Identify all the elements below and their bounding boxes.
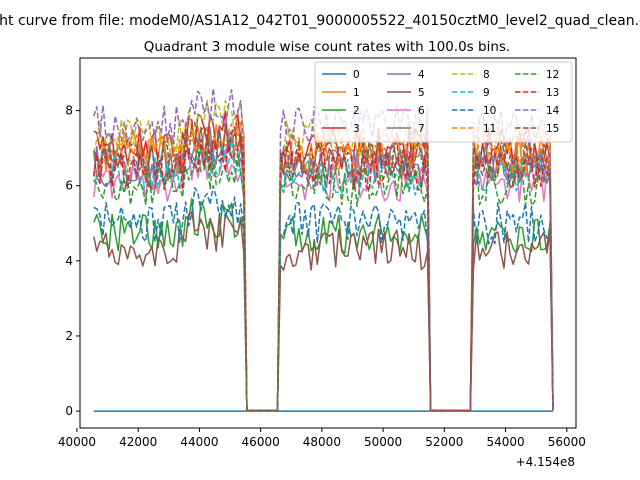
x-tick-label: 48000 [303, 435, 341, 449]
series-line-2 [93, 197, 554, 412]
legend-label-8: 8 [483, 69, 490, 81]
x-tick-label: 42000 [119, 435, 157, 449]
legend-label-6: 6 [418, 105, 425, 117]
y-tick-label: 2 [65, 329, 73, 343]
y-tick-label: 8 [65, 104, 73, 118]
x-tick-label: 40000 [58, 435, 96, 449]
series-line-15 [93, 121, 554, 412]
figure-suptitle: Light curve from file: modeM0/AS1A12_042… [0, 13, 640, 29]
y-tick-label: 6 [65, 179, 73, 193]
x-tick-label: 54000 [486, 435, 524, 449]
legend-label-4: 4 [418, 69, 425, 81]
legend-label-3: 3 [353, 123, 360, 135]
x-tick-label: 46000 [242, 435, 280, 449]
x-tick-label: 50000 [364, 435, 402, 449]
y-tick-label: 4 [65, 254, 73, 268]
y-tick-label: 0 [65, 404, 73, 418]
legend-label-2: 2 [353, 105, 360, 117]
x-offset-label: +4.154e8 [516, 455, 575, 469]
plot-frame [79, 57, 577, 429]
legend-label-9: 9 [483, 87, 490, 99]
x-tick-label: 44000 [180, 435, 218, 449]
series-line-8 [93, 99, 554, 412]
legend-label-7: 7 [418, 123, 425, 135]
series-line-5 [93, 211, 554, 412]
x-tick-label: 56000 [548, 435, 586, 449]
legend-label-5: 5 [418, 87, 425, 99]
chart-title: Quadrant 3 module wise count rates with … [144, 39, 510, 55]
legend-label-1: 1 [353, 87, 360, 99]
series-line-10 [93, 185, 554, 412]
legend-label-13: 13 [546, 87, 559, 99]
legend-label-11: 11 [483, 123, 496, 135]
legend-label-12: 12 [546, 69, 559, 81]
legend-label-10: 10 [483, 105, 496, 117]
legend-label-14: 14 [546, 105, 560, 117]
legend-label-15: 15 [546, 123, 559, 135]
legend-box [314, 61, 573, 143]
legend-label-0: 0 [353, 69, 360, 81]
series-line-12 [93, 147, 554, 412]
x-tick-label: 52000 [425, 435, 463, 449]
axes-layer: 40000 42000 44000 46000 48000 50000 52000 54000… [58, 104, 586, 449]
